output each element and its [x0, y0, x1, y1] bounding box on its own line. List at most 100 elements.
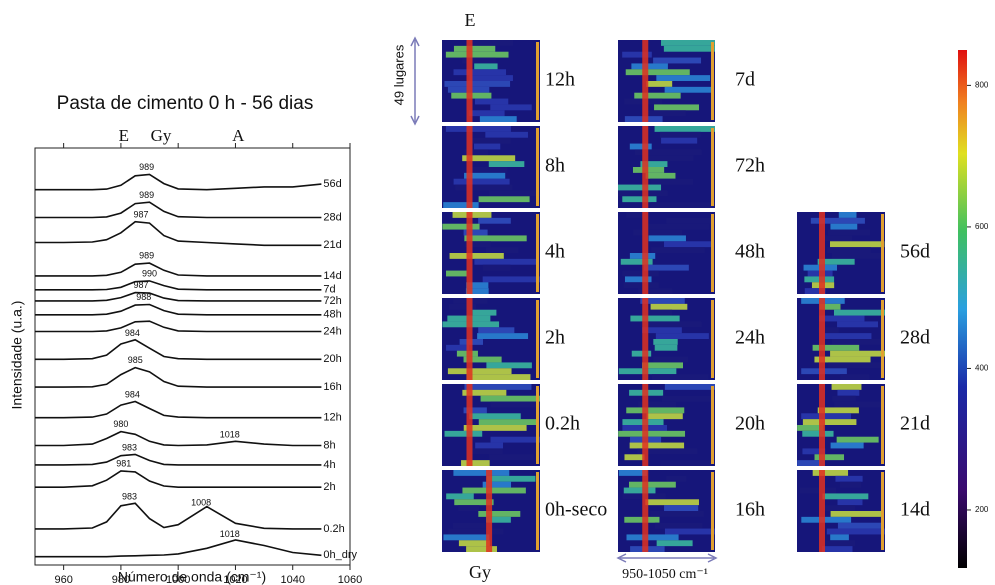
spectrum-line [35, 453, 322, 466]
heatmap-band [817, 258, 855, 265]
heatmap-band [651, 247, 705, 253]
heatmap-band [449, 253, 504, 259]
heatmap-top-label: E [465, 10, 476, 30]
y-axis-label: Intensidade (u.a.) [9, 301, 25, 410]
heatmap-band [818, 327, 839, 334]
heatmap-scale [536, 128, 539, 206]
heatmap-band [620, 258, 653, 265]
heatmap-band [638, 401, 677, 408]
colorbar-tick-label: 200 [975, 505, 989, 514]
heatmap-peak [466, 126, 473, 208]
plot-frame [34, 147, 351, 566]
series-label: 4h [323, 459, 335, 471]
peak-label: 990 [142, 268, 157, 278]
heatmap-scale [536, 300, 539, 378]
heatmap-band [812, 470, 849, 476]
heatmap-band [654, 522, 703, 529]
heatmap-band [645, 223, 710, 230]
series-label: 0h_dry [323, 549, 357, 561]
series-label: 16h [323, 381, 341, 393]
heatmap-band [834, 401, 885, 408]
heatmap-scale [881, 472, 884, 550]
peak-label: 1018 [220, 429, 240, 439]
heatmap-band [444, 81, 511, 87]
heatmap-band [618, 470, 648, 476]
heatmap-band [622, 270, 659, 277]
heatmap-band [830, 350, 885, 357]
peak-label: 987 [133, 280, 148, 290]
heatmap-band [464, 384, 532, 390]
heatmap-band [650, 511, 704, 517]
heatmap-peak [642, 384, 649, 466]
heatmap-band [452, 522, 492, 529]
panel-label: 8h [545, 155, 565, 177]
heatmap-band [471, 137, 511, 144]
heatmap-scale [881, 386, 884, 464]
series-label: 28d [323, 211, 341, 223]
heatmap-band [827, 247, 871, 253]
heatmap-band [664, 241, 713, 248]
peak-label: 984 [125, 390, 140, 400]
heatmap-band [618, 430, 686, 437]
series-label: 48h [323, 309, 341, 321]
band-label: E [119, 126, 129, 145]
heatmap-band [797, 460, 825, 466]
heatmap-band [625, 69, 690, 76]
heatmap-band [651, 374, 709, 380]
heatmap-band [650, 178, 694, 185]
heatmap-band [797, 425, 824, 431]
heatmap-band [830, 534, 849, 541]
heatmap-band [837, 389, 860, 396]
heatmap-band [624, 516, 660, 523]
heatmap-band [666, 475, 687, 482]
x-tick-label: 1040 [280, 574, 304, 585]
heatmap-band [825, 333, 872, 339]
heatmap-band [840, 374, 870, 380]
spectrum-line [35, 338, 322, 361]
heatmap-band [819, 303, 841, 310]
heatmap-band [838, 212, 857, 218]
heatmap-band [835, 475, 863, 482]
heatmap-band [634, 92, 681, 99]
heatmap-band [814, 454, 845, 461]
heatmap-band [659, 131, 701, 138]
heatmap-band [830, 241, 885, 248]
heatmap-band [464, 241, 491, 248]
heatmap-peak [819, 470, 825, 552]
heatmap-band [443, 534, 490, 541]
heatmap-band [831, 253, 885, 259]
peak-label: 981 [116, 459, 131, 469]
x-tick-label: 980 [112, 574, 130, 585]
heatmap-band [630, 315, 680, 322]
heatmap-band [664, 505, 699, 511]
spectrum-line [35, 173, 322, 191]
peak-label: 988 [136, 292, 151, 302]
heatmap-band [454, 499, 494, 506]
heatmap-band [656, 75, 711, 81]
heatmap-band [648, 235, 686, 242]
band-label: A [232, 126, 245, 145]
heatmap-band [458, 505, 480, 511]
heatmap-band [634, 149, 702, 156]
heatmap-band [446, 493, 474, 500]
heatmap-band [830, 442, 864, 449]
heatmap-band [629, 143, 652, 150]
heatmap-band [826, 528, 885, 535]
panel-label: 56d [900, 241, 930, 263]
series-label: 72h [323, 295, 341, 307]
heatmap-band [622, 196, 657, 203]
heatmap-band [461, 460, 490, 466]
heatmap-scale [711, 300, 714, 378]
heatmap-band [478, 217, 511, 224]
panel-label: 2h [545, 327, 565, 349]
heatmap-band [837, 499, 863, 506]
heatmap-band [646, 413, 683, 420]
heatmap-band [462, 487, 526, 494]
heatmap-band [810, 217, 865, 224]
heatmap-scale [536, 472, 539, 550]
x-axis-label: Número de onda (cm⁻¹) [118, 569, 266, 585]
peak-label: 983 [122, 442, 137, 452]
heatmap-band [467, 448, 503, 455]
heatmap-band [661, 395, 715, 402]
